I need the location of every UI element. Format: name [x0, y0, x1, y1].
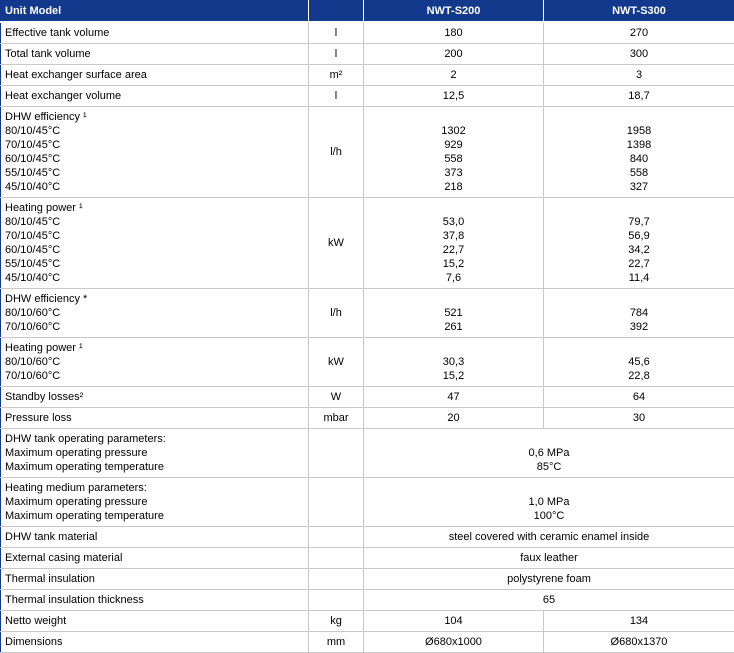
- col-header-nwt-s300: NWT-S300: [544, 0, 734, 22]
- row-value-nwt-s300: 300: [544, 44, 734, 65]
- row-label: Effective tank volume: [1, 22, 309, 44]
- row-value-nwt-s300: 134: [544, 611, 734, 632]
- row-unit: l: [309, 86, 364, 107]
- row-value-nwt-s300: 18,7: [544, 86, 734, 107]
- row-merged-value: 1,0 MPa 100°C: [364, 478, 734, 527]
- row-value-nwt-s200: 180: [364, 22, 544, 44]
- table-row: Thermal insulation thickness 65: [1, 590, 734, 611]
- row-value-nwt-s300: 1958 1398 840 558 327: [544, 107, 734, 198]
- row-value-nwt-s200: 104: [364, 611, 544, 632]
- row-label: Heating power ¹ 80/10/60°C 70/10/60°C: [1, 338, 309, 387]
- row-value-nwt-s300: Ø680x1370: [544, 632, 734, 653]
- row-label: Netto weight: [1, 611, 309, 632]
- table-row: Heating medium parameters: Maximum opera…: [1, 478, 734, 527]
- row-label: DHW tank material: [1, 527, 309, 548]
- row-label: DHW efficiency ¹ 80/10/45°C 70/10/45°C 6…: [1, 107, 309, 198]
- row-value-nwt-s300: 784 392: [544, 289, 734, 338]
- table-row: DHW tank operating parameters: Maximum o…: [1, 429, 734, 478]
- row-value-nwt-s200: 12,5: [364, 86, 544, 107]
- row-label: Heating medium parameters: Maximum opera…: [1, 478, 309, 527]
- row-merged-value: steel covered with ceramic enamel inside: [364, 527, 734, 548]
- row-unit: [309, 478, 364, 527]
- row-value-nwt-s200: Ø680x1000: [364, 632, 544, 653]
- col-header-nwt-s200: NWT-S200: [364, 0, 544, 22]
- row-unit: [309, 548, 364, 569]
- row-label: Standby losses²: [1, 387, 309, 408]
- row-unit: kg: [309, 611, 364, 632]
- table-row: Heating power ¹ 80/10/45°C 70/10/45°C 60…: [1, 198, 734, 289]
- row-label: Heat exchanger volume: [1, 86, 309, 107]
- row-unit: l: [309, 44, 364, 65]
- row-unit: kW: [309, 198, 364, 289]
- table-row: Thermal insulation polystyrene foam: [1, 569, 734, 590]
- row-value-nwt-s200: 1302 929 558 373 218: [364, 107, 544, 198]
- row-value-nwt-s200: 2: [364, 65, 544, 86]
- col-header-unit-model: Unit Model: [1, 0, 309, 22]
- row-unit: l/h: [309, 107, 364, 198]
- row-unit: [309, 429, 364, 478]
- row-value-nwt-s200: 53,0 37,8 22,7 15,2 7,6: [364, 198, 544, 289]
- row-unit: mbar: [309, 408, 364, 429]
- row-value-nwt-s200: 521 261: [364, 289, 544, 338]
- header-row: Unit Model NWT-S200 NWT-S300: [1, 0, 734, 22]
- row-unit: [309, 569, 364, 590]
- row-value-nwt-s300: 270: [544, 22, 734, 44]
- row-unit: [309, 590, 364, 611]
- row-unit: kW: [309, 338, 364, 387]
- table-row: DHW efficiency ¹ 80/10/45°C 70/10/45°C 6…: [1, 107, 734, 198]
- row-value-nwt-s300: 45,6 22,8: [544, 338, 734, 387]
- row-merged-value: 65: [364, 590, 734, 611]
- row-value-nwt-s200: 30,3 15,2: [364, 338, 544, 387]
- table-row: DHW tank material steel covered with cera…: [1, 527, 734, 548]
- row-label: DHW tank operating parameters: Maximum o…: [1, 429, 309, 478]
- row-label: Pressure loss: [1, 408, 309, 429]
- row-value-nwt-s300: 79,7 56,9 34,2 22,7 11,4: [544, 198, 734, 289]
- row-merged-value: 0,6 MPa 85°C: [364, 429, 734, 478]
- spec-table-header: Unit Model NWT-S200 NWT-S300: [1, 0, 734, 22]
- row-unit: [309, 527, 364, 548]
- row-value-nwt-s300: 64: [544, 387, 734, 408]
- row-value-nwt-s200: 200: [364, 44, 544, 65]
- row-label: Heat exchanger surface area: [1, 65, 309, 86]
- row-unit: W: [309, 387, 364, 408]
- row-label: Thermal insulation: [1, 569, 309, 590]
- row-label: Total tank volume: [1, 44, 309, 65]
- row-label: External casing material: [1, 548, 309, 569]
- row-label: Thermal insulation thickness: [1, 590, 309, 611]
- row-value-nwt-s200: 47: [364, 387, 544, 408]
- row-unit: mm: [309, 632, 364, 653]
- row-unit: l/h: [309, 289, 364, 338]
- row-unit: m²: [309, 65, 364, 86]
- row-label: DHW efficiency * 80/10/60°C 70/10/60°C: [1, 289, 309, 338]
- row-value-nwt-s200: 20: [364, 408, 544, 429]
- row-value-nwt-s300: 3: [544, 65, 734, 86]
- row-label: Dimensions: [1, 632, 309, 653]
- row-merged-value: polystyrene foam: [364, 569, 734, 590]
- row-label: Heating power ¹ 80/10/45°C 70/10/45°C 60…: [1, 198, 309, 289]
- row-unit: l: [309, 22, 364, 44]
- row-merged-value: faux leather: [364, 548, 734, 569]
- col-header-unit: [309, 0, 364, 22]
- row-value-nwt-s300: 30: [544, 408, 734, 429]
- table-row: External casing material faux leather: [1, 548, 734, 569]
